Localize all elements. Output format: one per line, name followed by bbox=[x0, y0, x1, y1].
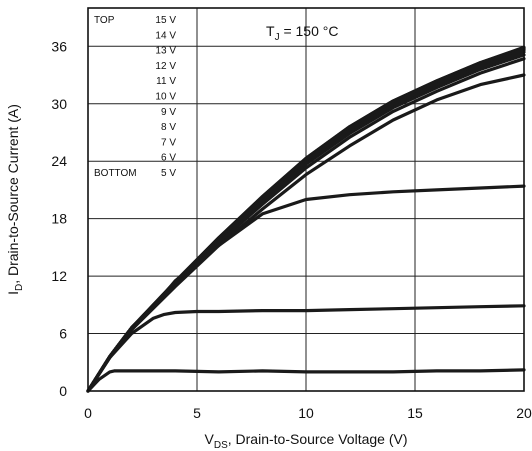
annotation-value: = 150 °C bbox=[280, 23, 339, 39]
legend-entries: 15 V 14 V 13 V 12 V 11 V 10 V 9 V 8 V 7 V 6 V 5 V bbox=[155, 15, 176, 179]
y-tick-label: 36 bbox=[51, 38, 67, 54]
y-tick-label: 30 bbox=[51, 96, 67, 112]
legend-entry: 11 V bbox=[156, 76, 176, 87]
x-axis-symbol: V bbox=[205, 431, 215, 447]
legend-entry: 9 V bbox=[161, 107, 176, 118]
legend-entry: 14 V bbox=[155, 30, 176, 41]
x-tick-label: 10 bbox=[298, 405, 314, 421]
curves bbox=[86, 45, 526, 393]
x-tick-label: 15 bbox=[407, 405, 423, 421]
gridlines bbox=[88, 8, 524, 391]
legend-entry: 10 V bbox=[155, 92, 176, 103]
y-axis-subscript: D bbox=[14, 284, 25, 291]
y-tick-label: 0 bbox=[59, 383, 67, 399]
y-tick-label: 6 bbox=[59, 326, 67, 342]
x-tick-label: 5 bbox=[193, 405, 201, 421]
annotation-subscript: J bbox=[275, 32, 280, 43]
legend-entry: 8 V bbox=[161, 122, 176, 133]
series-line bbox=[86, 304, 526, 393]
legend-entry: 6 V bbox=[161, 153, 176, 164]
x-axis-label: VDS, Drain-to-Source Voltage (V) bbox=[205, 431, 408, 451]
y-tick-label: 18 bbox=[51, 211, 67, 227]
legend-entry: 7 V bbox=[161, 137, 176, 148]
y-axis-label: ID, Drain-to-Source Current (A) bbox=[5, 104, 25, 295]
legend-entry: 5 V bbox=[161, 168, 176, 179]
legend-entry: 13 V bbox=[155, 46, 176, 57]
junction-temperature-annotation: TJ = 150 °C bbox=[266, 23, 338, 43]
series-line bbox=[86, 184, 526, 393]
y-tick-label: 24 bbox=[51, 153, 67, 169]
y-tick-label: 12 bbox=[51, 268, 67, 284]
x-tick-labels: 0 5 10 15 20 bbox=[84, 405, 532, 421]
y-tick-labels: 0 6 12 18 24 30 36 bbox=[51, 38, 67, 399]
plot-frame bbox=[87, 7, 525, 392]
annotation-symbol: T bbox=[266, 23, 275, 39]
legend-top-label: TOP bbox=[94, 15, 115, 26]
series-line bbox=[86, 368, 526, 393]
x-tick-label: 0 bbox=[84, 405, 92, 421]
x-axis-subscript: DS bbox=[214, 440, 228, 451]
legend: TOP BOTTOM 15 V 14 V 13 V 12 V 11 V 10 V 9 V 8 … bbox=[94, 15, 176, 179]
legend-bottom-label: BOTTOM bbox=[94, 168, 137, 179]
y-axis-symbol: I bbox=[5, 291, 21, 295]
y-axis-text: , Drain-to-Source Current (A) bbox=[5, 104, 21, 284]
x-tick-label: 20 bbox=[516, 405, 532, 421]
legend-entry: 15 V bbox=[155, 15, 176, 26]
legend-entry: 12 V bbox=[155, 61, 176, 72]
x-axis-text: , Drain-to-Source Voltage (V) bbox=[228, 431, 408, 447]
